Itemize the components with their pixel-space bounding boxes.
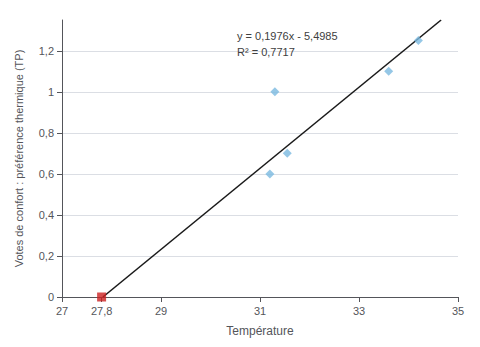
svg-text:R² = 0,7717: R² = 0,7717 — [237, 46, 295, 58]
svg-text:33: 33 — [353, 305, 365, 317]
svg-text:0,8: 0,8 — [39, 127, 54, 139]
svg-text:27,8: 27,8 — [91, 305, 112, 317]
svg-text:31: 31 — [254, 305, 266, 317]
svg-text:y = 0,1976x - 5,4985: y = 0,1976x - 5,4985 — [237, 30, 338, 42]
svg-text:1: 1 — [48, 86, 54, 98]
svg-text:1,2: 1,2 — [39, 45, 54, 57]
svg-text:0,4: 0,4 — [39, 209, 54, 221]
svg-text:Votes de confort : préférence: Votes de confort : préférence thermique … — [13, 50, 25, 268]
svg-text:27: 27 — [56, 305, 68, 317]
svg-text:Température: Température — [226, 324, 294, 338]
svg-text:35: 35 — [452, 305, 464, 317]
svg-text:0,6: 0,6 — [39, 168, 54, 180]
svg-text:29: 29 — [155, 305, 167, 317]
svg-text:0,2: 0,2 — [39, 250, 54, 262]
svg-text:0: 0 — [48, 291, 54, 303]
